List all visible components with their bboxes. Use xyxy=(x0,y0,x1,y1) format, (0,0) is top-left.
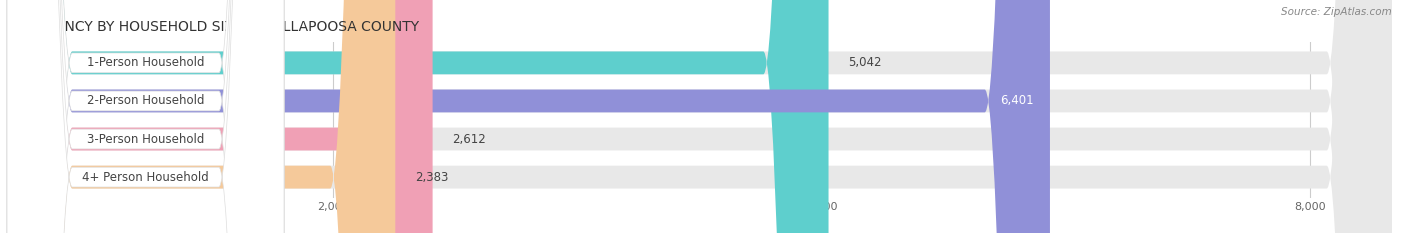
Text: 4+ Person Household: 4+ Person Household xyxy=(82,171,209,184)
Text: OCCUPANCY BY HOUSEHOLD SIZE IN TALLAPOOSA COUNTY: OCCUPANCY BY HOUSEHOLD SIZE IN TALLAPOOS… xyxy=(7,20,419,34)
Text: Source: ZipAtlas.com: Source: ZipAtlas.com xyxy=(1281,7,1392,17)
Text: 1-Person Household: 1-Person Household xyxy=(87,56,204,69)
Text: 2,383: 2,383 xyxy=(415,171,449,184)
FancyBboxPatch shape xyxy=(7,0,284,233)
FancyBboxPatch shape xyxy=(7,0,828,233)
Text: 5,042: 5,042 xyxy=(848,56,882,69)
FancyBboxPatch shape xyxy=(7,0,433,233)
Text: 2,612: 2,612 xyxy=(453,133,486,146)
FancyBboxPatch shape xyxy=(7,0,1392,233)
FancyBboxPatch shape xyxy=(7,0,284,233)
FancyBboxPatch shape xyxy=(7,0,1392,233)
FancyBboxPatch shape xyxy=(7,0,284,233)
Text: 3-Person Household: 3-Person Household xyxy=(87,133,204,146)
FancyBboxPatch shape xyxy=(7,0,284,233)
FancyBboxPatch shape xyxy=(7,0,395,233)
FancyBboxPatch shape xyxy=(7,0,1392,233)
Text: 2-Person Household: 2-Person Household xyxy=(87,94,204,107)
Text: 6,401: 6,401 xyxy=(1000,94,1033,107)
FancyBboxPatch shape xyxy=(7,0,1050,233)
FancyBboxPatch shape xyxy=(7,0,1392,233)
